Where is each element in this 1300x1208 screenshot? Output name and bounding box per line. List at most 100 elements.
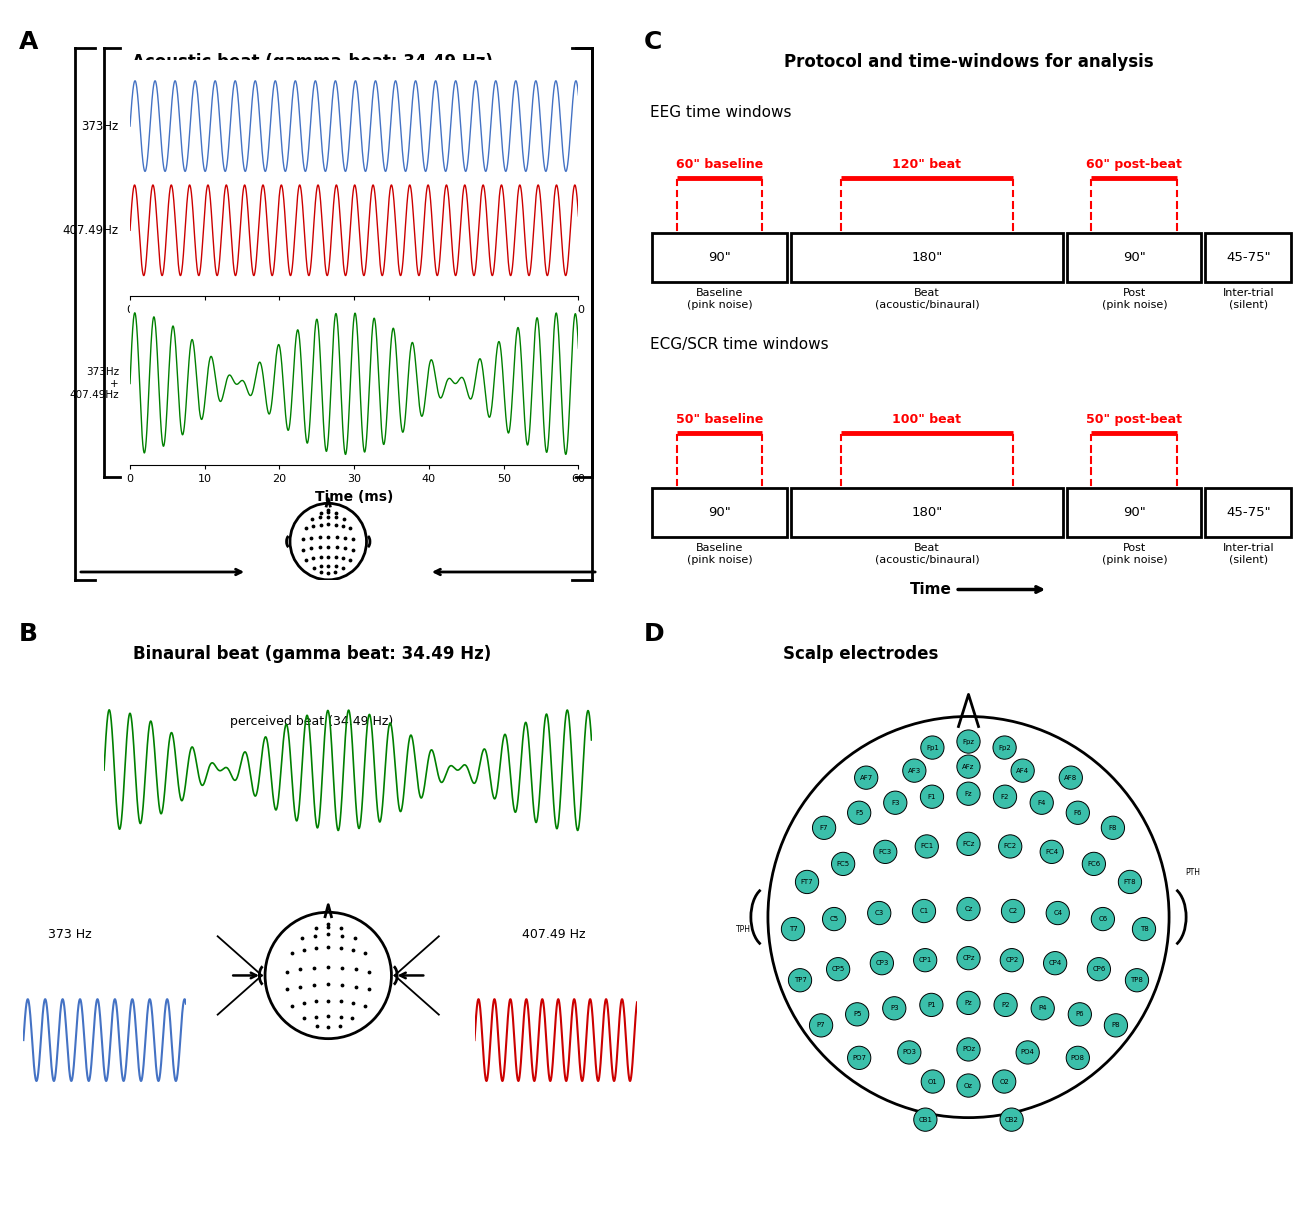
Text: 407.49 Hz: 407.49 Hz — [523, 928, 586, 941]
Text: Fz: Fz — [965, 791, 972, 797]
Circle shape — [870, 952, 893, 975]
Circle shape — [1126, 969, 1149, 992]
Text: F8: F8 — [1109, 825, 1117, 831]
Circle shape — [854, 766, 878, 789]
Circle shape — [898, 1041, 920, 1064]
Text: 45-75": 45-75" — [1226, 251, 1270, 265]
Text: CB2: CB2 — [1005, 1116, 1019, 1122]
Text: Protocol and time-windows for analysis: Protocol and time-windows for analysis — [784, 53, 1153, 71]
Text: 180": 180" — [911, 506, 942, 519]
Circle shape — [781, 917, 805, 941]
X-axis label: Time (ms): Time (ms) — [315, 489, 394, 504]
Text: Beat
(acoustic/binaural): Beat (acoustic/binaural) — [875, 288, 979, 309]
Text: P1: P1 — [927, 1001, 936, 1007]
Circle shape — [957, 992, 980, 1015]
Circle shape — [832, 853, 855, 876]
Bar — [1205, 233, 1291, 283]
Circle shape — [957, 898, 980, 920]
Text: O2: O2 — [1000, 1079, 1009, 1085]
Text: 407.49Hz: 407.49Hz — [62, 223, 118, 237]
Circle shape — [848, 1046, 871, 1069]
Circle shape — [920, 736, 944, 759]
Text: FT8: FT8 — [1123, 879, 1136, 885]
Text: T7: T7 — [789, 927, 797, 933]
Text: Oz: Oz — [965, 1082, 972, 1088]
Circle shape — [796, 870, 819, 894]
Circle shape — [957, 755, 980, 778]
Bar — [790, 233, 1063, 283]
Text: TP8: TP8 — [1131, 977, 1144, 983]
Text: C4: C4 — [1053, 910, 1062, 916]
Circle shape — [1044, 952, 1067, 975]
Circle shape — [957, 1038, 980, 1061]
Circle shape — [1011, 759, 1035, 783]
Bar — [653, 488, 786, 538]
Text: D: D — [644, 622, 664, 646]
Text: 50" post-beat: 50" post-beat — [1087, 413, 1182, 426]
Circle shape — [1082, 853, 1105, 876]
Text: CP2: CP2 — [1005, 957, 1018, 963]
Circle shape — [1132, 917, 1156, 941]
Circle shape — [1066, 801, 1089, 824]
Text: 90": 90" — [1123, 251, 1145, 265]
Circle shape — [993, 1070, 1015, 1093]
Text: C: C — [644, 30, 662, 54]
Text: Baseline
(pink noise): Baseline (pink noise) — [686, 288, 753, 309]
Text: 100" beat: 100" beat — [892, 413, 962, 426]
Circle shape — [1101, 817, 1124, 840]
Bar — [653, 233, 786, 283]
Circle shape — [915, 835, 939, 858]
Text: T8: T8 — [1140, 927, 1148, 933]
Text: F7: F7 — [820, 825, 828, 831]
Circle shape — [1104, 1014, 1127, 1036]
Circle shape — [874, 841, 897, 864]
Text: 373Hz: 373Hz — [82, 120, 118, 133]
Bar — [1067, 488, 1201, 538]
Text: FC4: FC4 — [1045, 849, 1058, 855]
Text: Inter-trial
(silent): Inter-trial (silent) — [1222, 544, 1274, 564]
Circle shape — [812, 817, 836, 840]
Text: TP7: TP7 — [793, 977, 806, 983]
Circle shape — [1060, 766, 1083, 789]
Text: P5: P5 — [853, 1011, 862, 1017]
Text: CP1: CP1 — [919, 957, 932, 963]
Circle shape — [1046, 901, 1070, 924]
Circle shape — [1066, 1046, 1089, 1069]
Circle shape — [957, 782, 980, 806]
Circle shape — [957, 1074, 980, 1097]
Text: Time: Time — [910, 582, 952, 597]
Text: ECG/SCR time windows: ECG/SCR time windows — [650, 337, 829, 353]
Text: O1: O1 — [928, 1079, 937, 1085]
Text: perceived beat (34.49 Hz): perceived beat (34.49 Hz) — [230, 715, 394, 727]
Text: Fp1: Fp1 — [926, 744, 939, 750]
Text: Pz: Pz — [965, 1000, 972, 1006]
Text: F3: F3 — [891, 800, 900, 806]
Text: EEG time windows: EEG time windows — [650, 105, 792, 121]
Text: 45-75": 45-75" — [1226, 506, 1270, 519]
Circle shape — [922, 1070, 944, 1093]
Text: P4: P4 — [1039, 1005, 1046, 1011]
Text: PO8: PO8 — [1071, 1055, 1084, 1061]
Text: CP6: CP6 — [1092, 966, 1105, 972]
Text: P3: P3 — [891, 1005, 898, 1011]
Text: B: B — [20, 622, 38, 646]
Circle shape — [1118, 870, 1141, 894]
Text: F1: F1 — [928, 794, 936, 800]
Circle shape — [845, 1003, 868, 1026]
Circle shape — [920, 785, 944, 808]
Text: PO7: PO7 — [853, 1055, 866, 1061]
Circle shape — [884, 791, 907, 814]
Text: 60" post-beat: 60" post-beat — [1087, 158, 1182, 170]
Text: FC2: FC2 — [1004, 843, 1017, 849]
Bar — [1205, 488, 1291, 538]
Text: Scalp electrodes: Scalp electrodes — [783, 645, 939, 663]
Text: CB1: CB1 — [918, 1116, 932, 1122]
Text: Cz: Cz — [965, 906, 972, 912]
Circle shape — [1091, 907, 1114, 930]
Circle shape — [993, 736, 1017, 759]
Text: CP5: CP5 — [832, 966, 845, 972]
Text: C5: C5 — [829, 916, 838, 922]
Circle shape — [1040, 841, 1063, 864]
Text: CP3: CP3 — [875, 960, 888, 966]
Text: TPH: TPH — [736, 924, 751, 934]
